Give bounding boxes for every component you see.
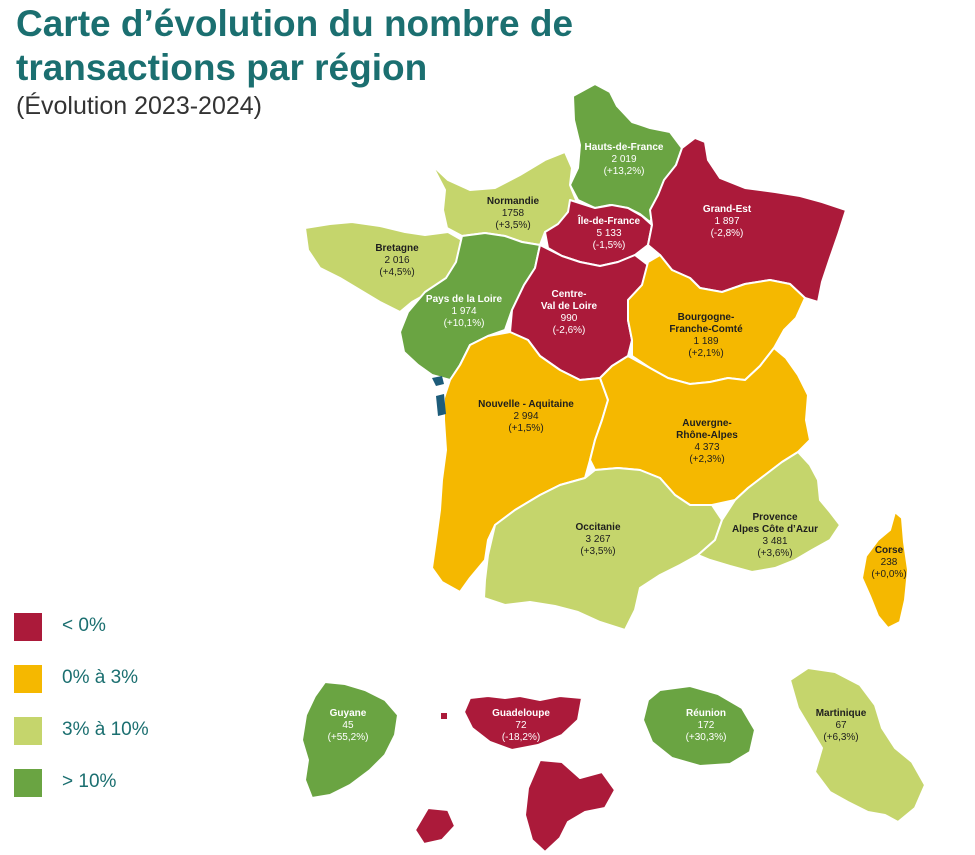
region-change: (+10,1%): [443, 318, 485, 329]
legend-swatch: [14, 613, 42, 641]
region-shape-guyane[interactable]: [301, 681, 399, 799]
region-count: 4 373: [694, 442, 720, 453]
region-change: (-1,5%): [592, 240, 626, 251]
region-name: Grand-Est: [702, 204, 752, 215]
island-ile-de-re: [432, 376, 444, 386]
map-title: Carte d’évolution du nombre de transacti…: [16, 3, 574, 88]
island-oleron: [436, 394, 446, 416]
legend-swatch: [14, 717, 42, 745]
region-name: Réunion: [685, 708, 726, 719]
region-name: Franche-Comté: [669, 324, 743, 335]
region-label-ile-de-france: Île-de-France 5 133 (-1,5%): [578, 216, 640, 252]
region-count: 1758: [501, 208, 525, 219]
region-count: 72: [515, 720, 527, 731]
region-change: (+13,2%): [603, 166, 645, 177]
region-change: (+0,0%): [871, 569, 907, 580]
region-label-occitanie: Occitanie 3 267 (+3,5%): [575, 522, 620, 558]
region-name: Val de Loire: [540, 301, 598, 312]
region-count: 1 974: [451, 306, 477, 317]
region-count: 2 016: [384, 255, 410, 266]
region-name: Guyane: [329, 708, 367, 719]
region-shape-guadeloupe-nord[interactable]: [463, 695, 583, 751]
region-change: (+4,5%): [379, 267, 415, 278]
region-label-bretagne: Bretagne 2 016 (+4,5%): [375, 243, 418, 279]
region-change: (+2,1%): [688, 348, 724, 359]
region-name: Provence: [752, 512, 798, 523]
region-label-auvergne-rhone-alpes: Auvergne- Rhône-Alpes 4 373 (+2,3%): [676, 418, 738, 466]
region-shape-reunion[interactable]: [642, 685, 756, 767]
region-count: 2 994: [513, 411, 539, 422]
region-count: 990: [560, 313, 578, 324]
region-count: 3 481: [762, 536, 788, 547]
region-shape-guadeloupe-islet[interactable]: [439, 711, 449, 721]
region-count: 172: [697, 720, 715, 731]
region-name: Centre-: [551, 289, 587, 300]
legend-swatch: [14, 769, 42, 797]
region-change: (-18,2%): [501, 732, 541, 743]
region-label-martinique: Martinique 67 (+6,3%): [816, 708, 867, 744]
region-shape-corse[interactable]: [861, 511, 909, 629]
region-label-pays-de-la-loire: Pays de la Loire 1 974 (+10,1%): [426, 294, 502, 330]
region-name: Hauts-de-France: [584, 142, 664, 153]
region-label-grand-est: Grand-Est 1 897 (-2,8%): [703, 204, 751, 240]
region-change: (+3,6%): [757, 548, 793, 559]
region-label-provence-alpes-cote-d-azur: Provence Alpes Côte d’Azur 3 481 (+3,6%): [732, 512, 818, 560]
region-change: (+3,5%): [580, 546, 616, 557]
region-change: (+6,3%): [823, 732, 859, 743]
region-count: 3 267: [585, 534, 611, 545]
map-subtitle: (Évolution 2023-2024): [16, 92, 262, 120]
region-name: Auvergne-: [682, 418, 732, 429]
region-label-reunion: Réunion 172 (+30,3%): [686, 708, 727, 744]
region-name: Guadeloupe: [492, 708, 550, 719]
region-count: 67: [835, 720, 847, 731]
region-name: Île-de-France: [577, 216, 641, 227]
region-count: 5 133: [596, 228, 622, 239]
region-name: Normandie: [486, 196, 540, 207]
legend-label: > 10%: [62, 771, 117, 792]
legend-swatch: [14, 665, 42, 693]
region-name: Martinique: [815, 708, 867, 719]
region-label-nouvelle-aquitaine: Nouvelle - Aquitaine 2 994 (+1,5%): [478, 399, 574, 435]
region-shape-guadeloupe-sud[interactable]: [524, 759, 616, 853]
region-label-centre-val-de-loire: Centre- Val de Loire 990 (-2,6%): [541, 289, 597, 337]
region-label-hauts-de-france: Hauts-de-France 2 019 (+13,2%): [585, 142, 664, 178]
region-label-normandie: Normandie 1758 (+3,5%): [487, 196, 539, 232]
region-change: (+55,2%): [327, 732, 369, 743]
region-name: Bretagne: [375, 243, 419, 254]
legend-label: 0% à 3%: [62, 667, 139, 688]
region-shape-martinique[interactable]: [789, 667, 926, 823]
region-name: Alpes Côte d’Azur: [731, 524, 819, 535]
legend-label: 3% à 10%: [62, 719, 149, 740]
region-label-bourgogne-franche-comte: Bourgogne- Franche-Comté 1 189 (+2,1%): [669, 312, 742, 360]
region-count: 2 019: [611, 154, 637, 165]
region-name: Corse: [874, 545, 904, 556]
region-name: Bourgogne-: [677, 312, 735, 323]
region-change: (+2,3%): [689, 454, 725, 465]
region-label-guadeloupe: Guadeloupe 72 (-18,2%): [492, 708, 550, 744]
region-change: (+1,5%): [508, 423, 544, 434]
region-label-corse: Corse 238 (+0,0%): [871, 545, 906, 581]
region-count: 45: [342, 720, 354, 731]
region-name: Occitanie: [575, 522, 621, 533]
region-name: Rhône-Alpes: [676, 430, 738, 441]
region-change: (+30,3%): [685, 732, 727, 743]
legend-label: < 0%: [62, 615, 106, 636]
region-change: (-2,8%): [710, 228, 744, 239]
region-count: 1 897: [714, 216, 740, 227]
region-count: 1 189: [693, 336, 719, 347]
region-change: (-2,6%): [552, 325, 586, 336]
region-name: Nouvelle - Aquitaine: [478, 399, 574, 410]
region-count: 238: [880, 557, 898, 568]
region-change: (+3,5%): [495, 220, 531, 231]
region-shape-guadeloupe-ile[interactable]: [414, 807, 456, 845]
region-label-guyane: Guyane 45 (+55,2%): [328, 708, 369, 744]
region-name: Pays de la Loire: [425, 294, 503, 305]
region-shape-provence-alpes-cote-d-azur[interactable]: [697, 451, 841, 573]
